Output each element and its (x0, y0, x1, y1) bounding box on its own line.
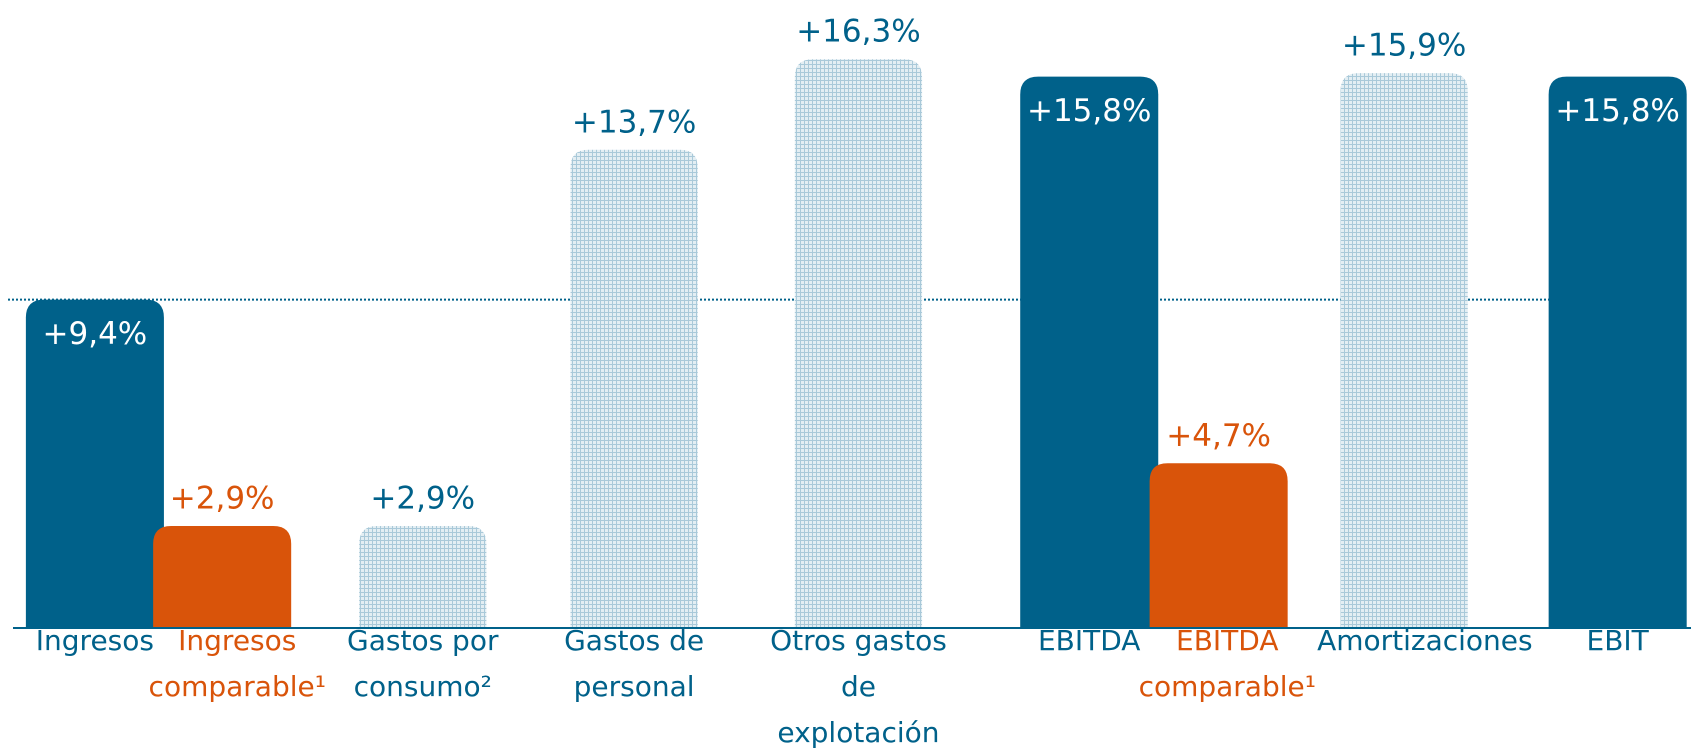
x-tick-label: EBIT (1586, 624, 1649, 657)
value-label: +9,4% (43, 316, 148, 352)
value-label: +15,9% (1342, 28, 1466, 64)
x-tick-label: EBITDA (1037, 624, 1141, 657)
value-label: +15,8% (1555, 93, 1679, 129)
x-tick-label: Amortizaciones (1317, 624, 1533, 657)
value-label: +4,7% (1166, 418, 1271, 454)
value-label: +2,9% (170, 480, 275, 516)
bar (1548, 76, 1687, 628)
bar (1340, 73, 1468, 627)
x-tick-label: Gastos de personal (564, 624, 705, 703)
x-tick-label: Gastos por consumo² (347, 624, 499, 703)
x-tick-label: Ingresos (35, 624, 154, 657)
value-label: +2,9% (370, 480, 475, 516)
bar (1020, 76, 1159, 628)
value-label: +13,7% (572, 104, 696, 140)
bar (794, 59, 923, 627)
x-tick-label: EBITDA comparable¹ (1138, 624, 1316, 703)
x-tick-label: Otros gastos de explotación (770, 624, 947, 749)
bar (1149, 463, 1288, 627)
bar (153, 525, 292, 627)
bar (570, 149, 698, 628)
x-tick-label: Ingresos comparable¹ (148, 624, 326, 703)
value-label: +16,3% (796, 14, 920, 50)
value-label: +15,8% (1027, 93, 1151, 129)
bar (359, 525, 487, 627)
bar (25, 299, 164, 627)
